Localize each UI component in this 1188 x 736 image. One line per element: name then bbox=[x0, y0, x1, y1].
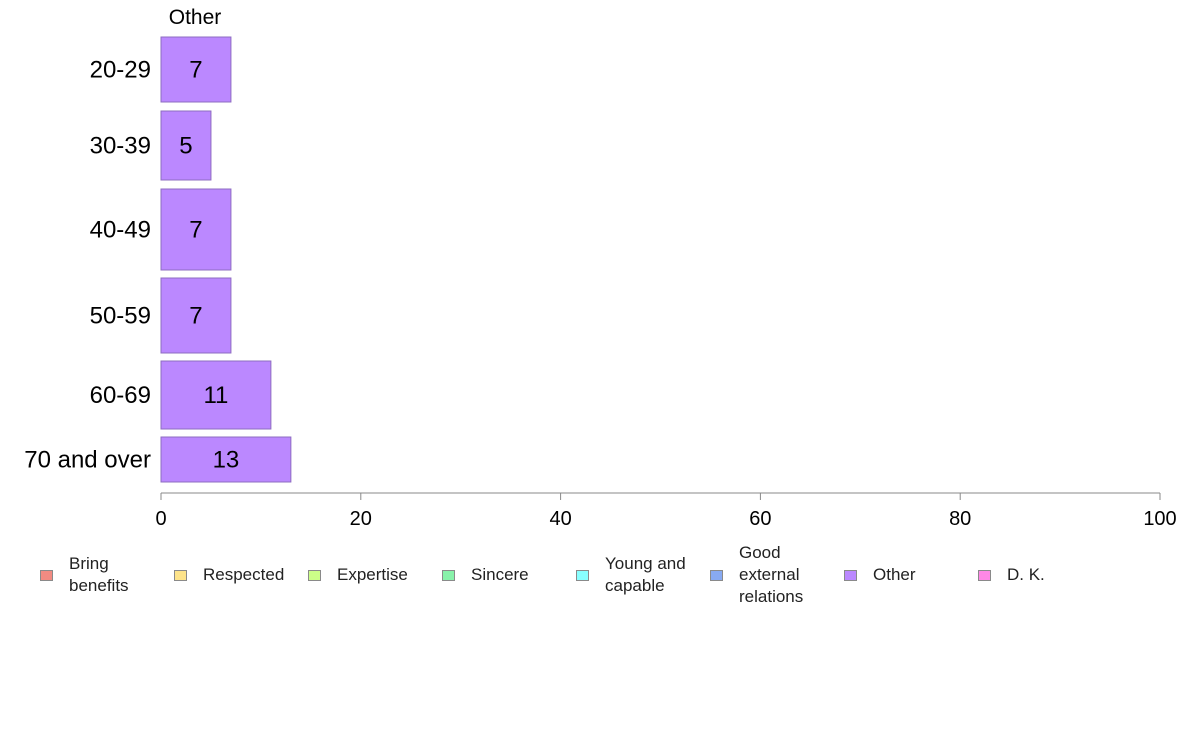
x-tick-label: 80 bbox=[949, 508, 971, 530]
x-tick-label: 100 bbox=[1143, 508, 1176, 530]
legend-label: Respected bbox=[203, 565, 285, 584]
bar bbox=[160, 110, 212, 181]
category-label: 30-39 bbox=[90, 133, 151, 160]
legend-item: Young and capable bbox=[576, 540, 686, 610]
bar-value-label: 13 bbox=[213, 447, 240, 474]
legend-swatch bbox=[844, 569, 857, 581]
category-label: 60-69 bbox=[90, 382, 151, 409]
bar bbox=[160, 188, 232, 271]
legend-swatch bbox=[442, 569, 455, 581]
bar-value-label: 7 bbox=[189, 217, 202, 244]
legend-item: Respected bbox=[174, 540, 284, 610]
legend-label: Bring benefits bbox=[69, 554, 129, 595]
category-label: 20-29 bbox=[90, 57, 151, 84]
bar bbox=[160, 436, 292, 483]
legend-item: Bring benefits bbox=[40, 540, 129, 610]
legend: Bring benefits Respected Expertise Sincere Yo… bbox=[0, 540, 1188, 620]
x-tick-label: 60 bbox=[749, 508, 771, 530]
legend-label: Sincere bbox=[471, 565, 529, 584]
legend-item: Good external relations bbox=[710, 540, 803, 610]
legend-swatch bbox=[978, 569, 991, 581]
legend-item: Sincere bbox=[442, 540, 529, 610]
legend-label: Young and capable bbox=[605, 554, 686, 595]
legend-item: Expertise bbox=[308, 540, 408, 610]
x-tick-label: 40 bbox=[549, 508, 571, 530]
bar bbox=[160, 36, 232, 103]
x-tick-label: 20 bbox=[350, 508, 372, 530]
bar-chart: Other 20-29 7 30-39 5 40-49 7 50-59 7 60-69 11 70 … bbox=[24, 6, 1177, 530]
legend-swatch bbox=[174, 569, 187, 581]
category-label: 70 and over bbox=[24, 447, 151, 474]
legend-swatch bbox=[40, 569, 53, 581]
legend-label: Good external relations bbox=[739, 543, 804, 606]
bar bbox=[160, 360, 272, 430]
bar-value-label: 7 bbox=[189, 57, 202, 84]
bar-value-label: 11 bbox=[203, 382, 228, 409]
panel-title: Other bbox=[169, 6, 222, 29]
bars-group: 20-29 7 30-39 5 40-49 7 50-59 7 60-69 11 70 and ov… bbox=[24, 36, 292, 483]
legend-swatch bbox=[576, 569, 589, 581]
x-axis: 0 20 40 60 80 100 bbox=[155, 492, 1177, 530]
x-tick-label: 0 bbox=[155, 508, 166, 530]
legend-item: D. K. bbox=[978, 540, 1045, 610]
legend-swatch bbox=[308, 569, 321, 581]
bar-value-label: 7 bbox=[189, 303, 202, 330]
bar-value-label: 5 bbox=[179, 133, 192, 160]
category-label: 50-59 bbox=[90, 303, 151, 330]
legend-label: Other bbox=[873, 565, 916, 584]
category-label: 40-49 bbox=[90, 217, 151, 244]
legend-swatch bbox=[710, 569, 723, 581]
legend-label: D. K. bbox=[1007, 565, 1045, 584]
legend-item: Other bbox=[844, 540, 916, 610]
legend-label: Expertise bbox=[337, 565, 408, 584]
bar bbox=[160, 277, 232, 354]
